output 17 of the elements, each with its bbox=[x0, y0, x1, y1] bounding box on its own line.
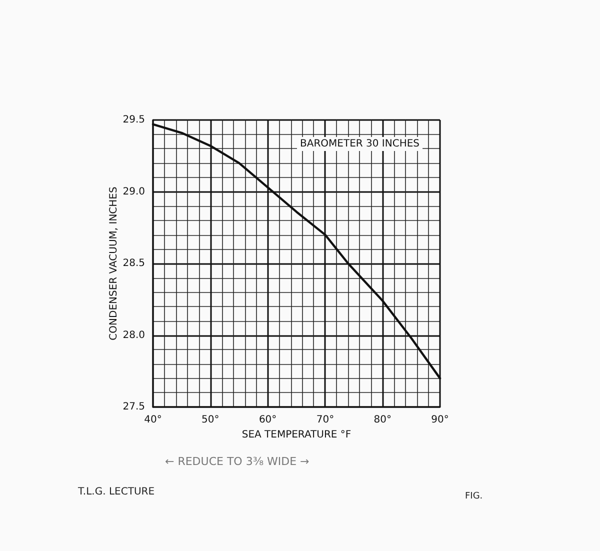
y-tick-label: 29.0 bbox=[122, 186, 145, 198]
x-tick-label: 50° bbox=[202, 414, 220, 426]
annotation: BAROMETER 30 INCHES bbox=[300, 138, 420, 150]
x-tick-label: 40° bbox=[144, 414, 162, 426]
y-tick-label: 29.5 bbox=[122, 114, 145, 126]
x-tick-label: 70° bbox=[316, 414, 334, 426]
y-axis-title: CONDENSER VACUUM, INCHES bbox=[108, 186, 120, 340]
y-tick-label: 27.5 bbox=[122, 402, 145, 412]
x-axis-title: SEA TEMPERATURE °F bbox=[242, 429, 352, 440]
x-tick-label: 80° bbox=[374, 414, 392, 426]
text: FIG. bbox=[465, 492, 483, 502]
text: T.L.G. LECTURE bbox=[77, 486, 155, 498]
x-tick-label: 60° bbox=[258, 414, 277, 426]
y-tick-label: 28.5 bbox=[122, 258, 145, 269]
text: ← REDUCE TO 3⅜ WIDE → bbox=[165, 455, 310, 468]
x-tick-label: 90° bbox=[431, 414, 449, 426]
y-tick-label: 28.0 bbox=[122, 330, 145, 341]
